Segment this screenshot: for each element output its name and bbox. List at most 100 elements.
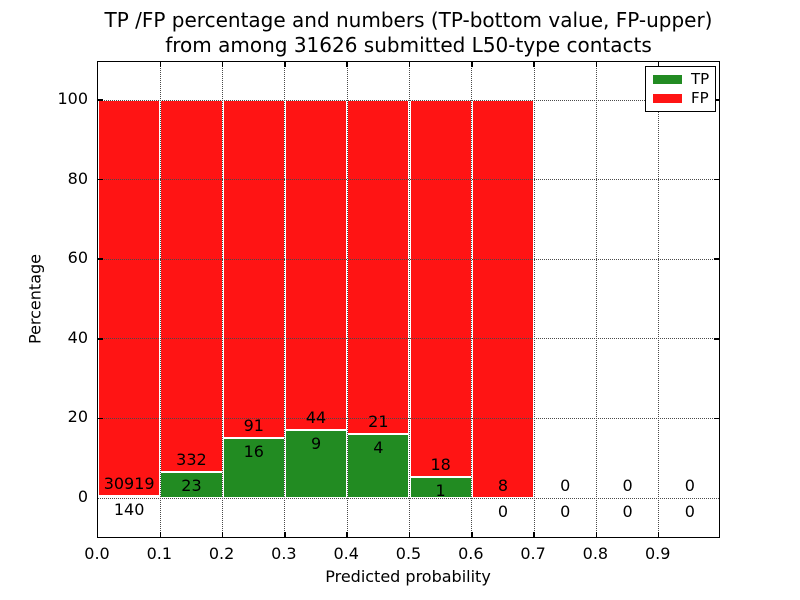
y-tick-mark	[98, 258, 103, 260]
x-tick-label: 0.8	[582, 544, 609, 563]
tp-count-annotation: 4	[373, 438, 384, 458]
y-tick-label: 0	[77, 487, 88, 506]
y-tick-mark	[98, 178, 103, 181]
tp-legend-swatch	[653, 74, 682, 84]
y-tick-mark	[714, 338, 719, 340]
x-tick-mark	[595, 532, 598, 537]
horizontal-gridline	[98, 338, 719, 340]
tp-count-annotation: 1	[435, 481, 446, 501]
x-tick-mark	[533, 532, 535, 537]
x-tick-label: 0.0	[84, 544, 110, 563]
x-tick-mark	[471, 62, 473, 67]
tp-count-annotation: 0	[560, 502, 571, 521]
fp-count-annotation: 18	[430, 455, 451, 475]
vertical-gridline	[222, 62, 224, 537]
y-tick-label: 20	[67, 407, 88, 427]
x-tick-label: 0.6	[458, 544, 484, 563]
horizontal-gridline	[98, 497, 719, 499]
fp-count-annotation: 0	[560, 476, 571, 495]
fp-bar-segment	[222, 100, 285, 439]
chart-title-line2: from among 31626 submitted L50-type cont…	[165, 33, 652, 57]
x-tick-label: 0.9	[644, 544, 671, 563]
y-tick-label: 60	[67, 248, 88, 268]
y-tick-label: 100	[57, 89, 88, 108]
horizontal-gridline	[98, 417, 719, 419]
y-tick-mark	[714, 99, 719, 101]
x-tick-mark	[346, 532, 348, 537]
tp-count-annotation: 140	[113, 500, 145, 520]
x-tick-label: 0.3	[271, 544, 297, 563]
tp-count-annotation: 0	[684, 502, 695, 521]
x-tick-mark	[346, 62, 348, 67]
x-tick-mark	[159, 62, 162, 67]
vertical-gridline	[284, 62, 286, 537]
fp-count-annotation: 332	[176, 450, 207, 470]
x-tick-mark	[408, 62, 411, 67]
tp-bar-segment	[409, 477, 472, 498]
legend-box: TP FP	[645, 66, 716, 112]
y-tick-mark	[98, 417, 103, 420]
y-tick-mark	[98, 99, 103, 101]
fp-bar-segment	[284, 100, 348, 431]
horizontal-gridline	[98, 179, 719, 181]
fp-count-annotation: 0	[684, 476, 695, 495]
x-tick-mark	[471, 532, 473, 537]
tp-count-annotation: 0	[622, 502, 633, 521]
vertical-gridline	[409, 62, 410, 537]
fp-bar-segment	[471, 100, 535, 498]
plot-area: 30919 140 332 23 91 16 44 9 21 4 18 1 8 0 0 0 0 0 0 0	[97, 61, 720, 538]
x-tick-label: 0.2	[208, 544, 235, 563]
fp-legend-label: FP	[691, 89, 709, 108]
x-tick-label: 0.1	[146, 544, 173, 563]
fp-legend-swatch	[653, 94, 682, 104]
vertical-gridline	[533, 62, 535, 537]
x-tick-mark	[657, 62, 660, 67]
x-tick-mark	[284, 62, 286, 67]
tp-count-annotation: 23	[181, 476, 202, 496]
tp-legend-label: TP	[691, 69, 710, 88]
vertical-gridline	[159, 62, 161, 537]
tp-count-annotation: 9	[310, 434, 322, 454]
tp-count-annotation: 16	[243, 442, 264, 462]
y-tick-label: 80	[67, 168, 88, 188]
fp-bar-segment	[409, 100, 472, 478]
y-tick-mark	[714, 417, 719, 420]
vertical-gridline	[595, 62, 597, 537]
fp-count-annotation: 21	[368, 412, 389, 432]
fp-bar-segment	[160, 100, 223, 473]
y-tick-mark	[98, 338, 103, 340]
y-tick-mark	[714, 178, 719, 181]
vertical-gridline	[346, 62, 348, 537]
x-tick-mark	[159, 532, 162, 537]
x-tick-mark	[221, 532, 224, 537]
x-tick-label: 0.7	[520, 544, 546, 563]
fp-bar-segment	[98, 100, 161, 497]
x-tick-mark	[657, 532, 660, 537]
fp-count-annotation: 30919	[103, 474, 155, 494]
tp-bar-segment	[347, 434, 410, 498]
y-tick-label: 40	[67, 327, 88, 347]
x-tick-label: 0.5	[395, 544, 422, 563]
x-tick-label: 0.4	[333, 544, 359, 563]
tp-bar-segment	[160, 472, 223, 498]
fp-bar-segment	[347, 100, 410, 435]
y-tick-mark	[714, 258, 719, 260]
x-tick-mark	[284, 532, 286, 537]
horizontal-gridline	[98, 258, 719, 260]
tp-bar-segment	[284, 430, 348, 498]
vertical-gridline	[471, 62, 473, 537]
x-tick-mark	[595, 62, 598, 67]
x-tick-mark	[533, 62, 535, 67]
legend-item-fp: FP	[646, 91, 715, 106]
tp-bar-segment	[222, 438, 285, 498]
x-axis-label: Predicted probability	[325, 567, 491, 586]
fp-count-annotation: 0	[622, 476, 633, 495]
chart-title-line1: TP /FP percentage and numbers (TP-bottom…	[104, 8, 713, 32]
fp-count-annotation: 8	[497, 476, 509, 495]
fp-count-annotation: 91	[243, 416, 264, 436]
x-tick-mark	[408, 532, 411, 537]
fp-count-annotation: 44	[305, 408, 327, 428]
x-tick-mark	[221, 62, 224, 67]
vertical-gridline	[658, 62, 660, 537]
